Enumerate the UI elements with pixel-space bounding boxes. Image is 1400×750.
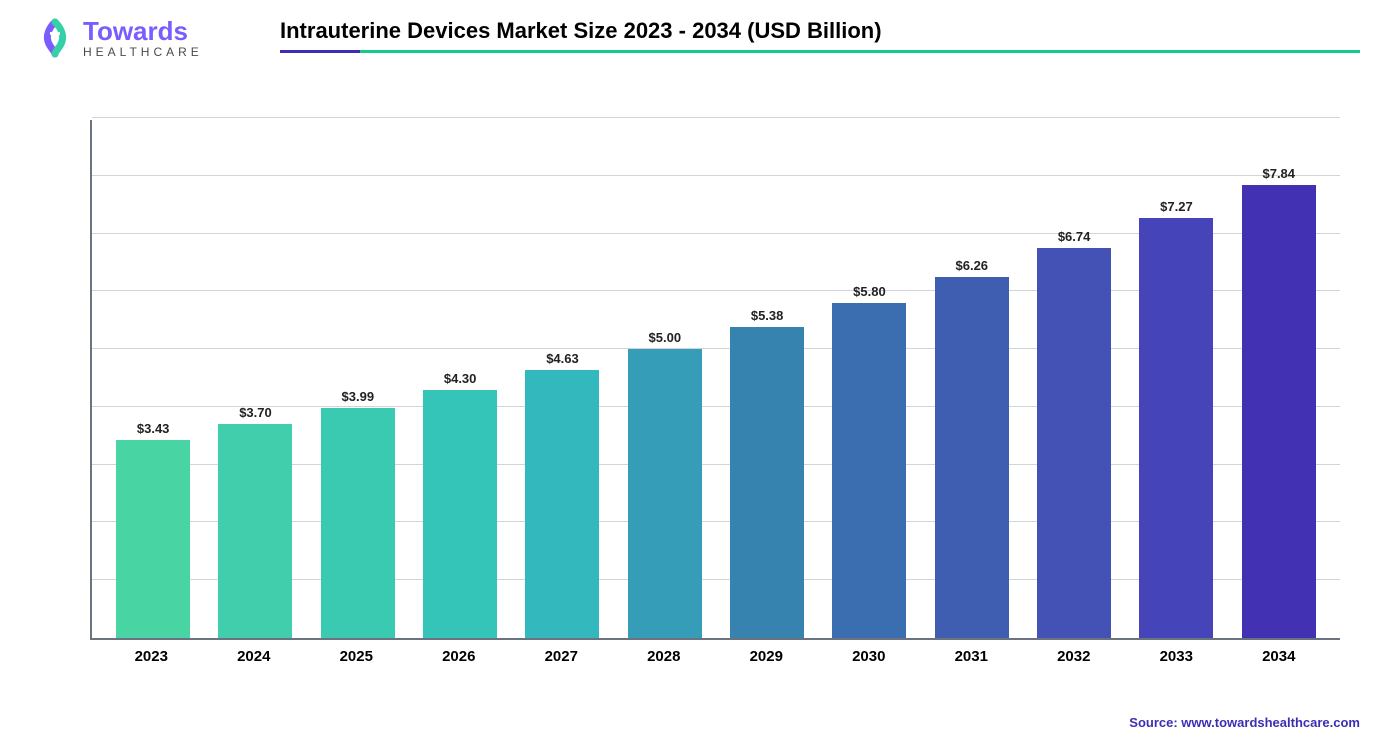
bar bbox=[525, 370, 599, 638]
bar-wrap: $5.38 bbox=[727, 308, 807, 638]
bar-value-label: $4.63 bbox=[546, 351, 579, 366]
bar-value-label: $5.38 bbox=[751, 308, 784, 323]
bar-wrap: $5.00 bbox=[625, 330, 705, 638]
bar-value-label: $5.80 bbox=[853, 284, 886, 299]
x-axis-label: 2031 bbox=[931, 648, 1011, 665]
logo-mark-icon bbox=[35, 18, 75, 58]
bar-wrap: $4.30 bbox=[420, 371, 500, 638]
bar bbox=[1139, 218, 1213, 638]
bar-wrap: $3.70 bbox=[215, 405, 295, 638]
x-axis-label: 2025 bbox=[316, 648, 396, 665]
x-axis-label: 2033 bbox=[1136, 648, 1216, 665]
x-axis-label: 2027 bbox=[521, 648, 601, 665]
bar-value-label: $3.70 bbox=[239, 405, 272, 420]
x-axis-label: 2024 bbox=[214, 648, 294, 665]
bar-value-label: $6.74 bbox=[1058, 229, 1091, 244]
bar-wrap: $6.26 bbox=[932, 258, 1012, 639]
source-attribution: Source: www.towardshealthcare.com bbox=[1129, 715, 1360, 730]
x-axis-labels: 2023 2024 2025 2026 2027 2028 2029 2030 2031 2032… bbox=[90, 648, 1340, 665]
bar-value-label: $7.27 bbox=[1160, 199, 1193, 214]
bar bbox=[218, 424, 292, 638]
plot: $3.43 $3.70 $3.99 $4.30 $4.63 $5.00 $5.38 $5.80… bbox=[90, 120, 1340, 640]
bar-value-label: $5.00 bbox=[649, 330, 682, 345]
bar-wrap: $7.84 bbox=[1239, 166, 1319, 638]
bar bbox=[321, 408, 395, 638]
x-axis-label: 2030 bbox=[829, 648, 909, 665]
x-axis-label: 2032 bbox=[1034, 648, 1114, 665]
logo-text-main: Towards bbox=[83, 18, 203, 44]
chart-title: Intrauterine Devices Market Size 2023 - … bbox=[280, 18, 1360, 44]
logo-text-sub: HEALTHCARE bbox=[83, 46, 203, 58]
bar-wrap: $3.43 bbox=[113, 421, 193, 638]
x-axis-label: 2034 bbox=[1239, 648, 1319, 665]
underline-seg1 bbox=[280, 50, 360, 53]
bar-wrap: $6.74 bbox=[1034, 229, 1114, 638]
bar bbox=[423, 390, 497, 638]
bar-value-label: $3.99 bbox=[342, 389, 375, 404]
chart-area: $3.43 $3.70 $3.99 $4.30 $4.63 $5.00 $5.38 $5.80… bbox=[90, 120, 1340, 680]
logo-text: Towards HEALTHCARE bbox=[83, 18, 203, 58]
bar bbox=[730, 327, 804, 638]
bar bbox=[832, 303, 906, 638]
bar-value-label: $6.26 bbox=[956, 258, 989, 273]
x-axis-label: 2023 bbox=[111, 648, 191, 665]
bar bbox=[628, 349, 702, 638]
bar bbox=[116, 440, 190, 638]
title-underline bbox=[280, 50, 1360, 53]
bar bbox=[1242, 185, 1316, 638]
gridline bbox=[92, 117, 1340, 118]
title-block: Intrauterine Devices Market Size 2023 - … bbox=[280, 18, 1360, 53]
bar bbox=[935, 277, 1009, 639]
underline-seg2 bbox=[360, 50, 1360, 53]
bar-wrap: $5.80 bbox=[829, 284, 909, 638]
bar-value-label: $7.84 bbox=[1262, 166, 1295, 181]
bar-wrap: $7.27 bbox=[1136, 199, 1216, 638]
x-axis-label: 2028 bbox=[624, 648, 704, 665]
bar bbox=[1037, 248, 1111, 638]
bar-wrap: $3.99 bbox=[318, 389, 398, 638]
x-axis-label: 2026 bbox=[419, 648, 499, 665]
brand-logo: Towards HEALTHCARE bbox=[35, 18, 203, 58]
bar-value-label: $3.43 bbox=[137, 421, 170, 436]
x-axis-label: 2029 bbox=[726, 648, 806, 665]
bar-wrap: $4.63 bbox=[522, 351, 602, 638]
bars-container: $3.43 $3.70 $3.99 $4.30 $4.63 $5.00 $5.38 $5.80… bbox=[92, 120, 1340, 638]
bar-value-label: $4.30 bbox=[444, 371, 477, 386]
